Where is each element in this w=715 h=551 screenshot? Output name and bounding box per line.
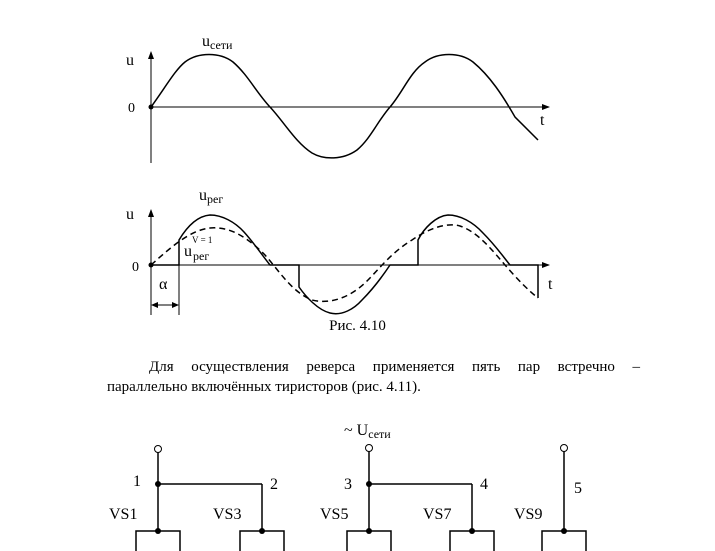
terminal-1 (154, 445, 162, 453)
fig2-t-label: t (548, 276, 553, 293)
thyristor-pair-frame-vs9 (541, 530, 587, 551)
fig2-first-harmonic-dashed-curve (150, 224, 539, 302)
junction-node3 (366, 481, 372, 487)
alpha-label: α (159, 276, 168, 293)
paragraph-line-2: параллельно включённых тиристоров (рис. … (107, 379, 421, 395)
thyristor-label-vs3: VS3 (213, 506, 241, 523)
fig2-dashed-label-sub: рег (193, 249, 209, 263)
alpha-arrowhead-right (172, 302, 179, 308)
fig1-t-label: t (540, 112, 545, 129)
node-label-4: 4 (480, 476, 488, 493)
figure-2-regulated-voltage: u 0 t uрег uV = 1 рег α (126, 187, 553, 315)
fig2-dashed-label-sup: V = 1 (192, 235, 212, 245)
supply-label-sub: сети (368, 427, 391, 441)
thyristor-label-vs1: VS1 (109, 506, 137, 523)
thyristor-pair-frame-vs3 (239, 530, 285, 551)
fig1-curve-label: uсети (202, 33, 233, 52)
supply-label: ~ Uсети (344, 422, 391, 441)
thyristor-label-vs7: VS7 (423, 506, 451, 523)
fig2-dashed-label: uV = 1 рег (184, 235, 212, 263)
fig1-zero-label: 0 (128, 101, 135, 116)
fig1-origin-dot (148, 104, 154, 110)
node-label-5: 5 (574, 480, 582, 497)
fig1-supply-sine-curve (150, 53, 539, 159)
node-label-2: 2 (270, 476, 278, 493)
figure-1-supply-voltage: u 0 t uсети (126, 33, 550, 163)
terminal-5 (560, 444, 568, 452)
node-label-1: 1 (133, 473, 141, 490)
fig1-curve-label-sub: сети (210, 38, 233, 52)
fig2-zero-label: 0 (132, 260, 139, 275)
thyristor-pair-frame-vs1 (135, 530, 181, 551)
fig1-y-label: u (126, 52, 134, 69)
alpha-arrowhead-left (151, 302, 158, 308)
thyristor-label-vs5: VS5 (320, 506, 348, 523)
thyristor-schematic: ~ Uсети 1 2 3 4 5 VS1 VS3 (109, 422, 587, 551)
fig2-regulated-voltage-curve (151, 214, 539, 315)
thyristor-pair-frame-vs7 (449, 530, 495, 551)
thyristor-label-vs9: VS9 (514, 506, 542, 523)
fig2-curve-label: uрег (199, 187, 223, 206)
fig2-y-label: u (126, 206, 134, 223)
paragraph-line-1: Для осуществления реверса применяется пя… (149, 359, 640, 375)
fig2-curve-label-sub: рег (207, 192, 223, 206)
body-paragraph: Для осуществления реверса применяется пя… (107, 357, 640, 397)
thyristor-pair-frame-vs5 (346, 530, 392, 551)
figure-caption: Рис. 4.10 (329, 318, 386, 334)
terminal-3 (365, 444, 373, 452)
node-label-3: 3 (344, 476, 352, 493)
junction-node1 (155, 481, 161, 487)
